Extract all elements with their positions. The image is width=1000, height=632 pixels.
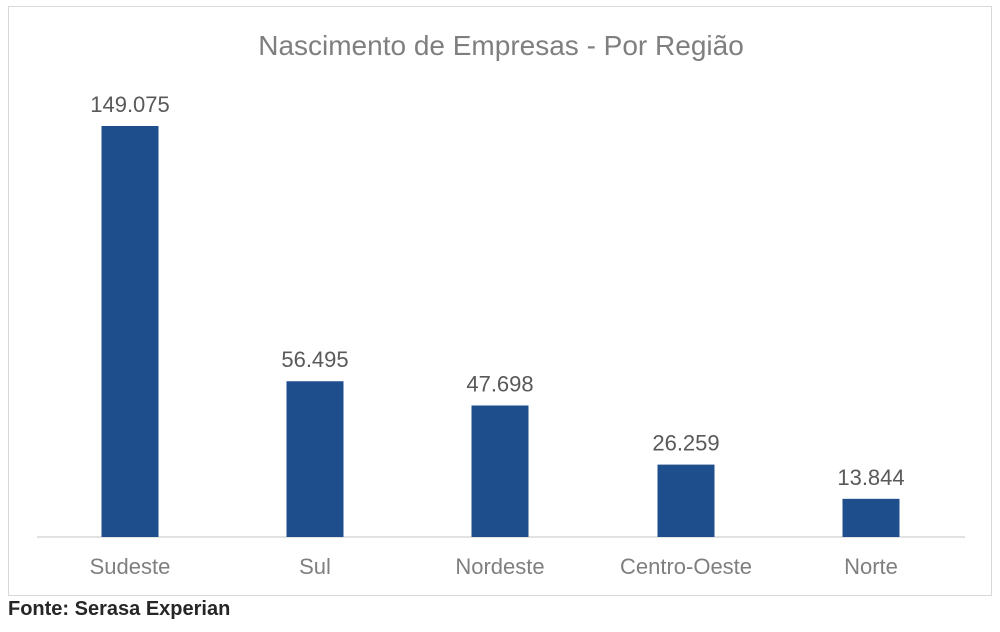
bar-norte bbox=[842, 498, 900, 537]
x-tick-label-sul: Sul bbox=[299, 554, 331, 579]
bar-nordeste bbox=[471, 405, 529, 537]
data-label-sul: 56.495 bbox=[281, 347, 348, 372]
x-tick-label-centro-oeste: Centro-Oeste bbox=[620, 554, 752, 579]
data-label-norte: 13.844 bbox=[837, 465, 904, 490]
chart-title: Nascimento de Empresas - Por Região bbox=[258, 30, 744, 61]
bar-centro-oeste bbox=[657, 464, 715, 537]
data-label-centro-oeste: 26.259 bbox=[652, 431, 719, 456]
bar-sul bbox=[286, 381, 344, 537]
data-label-nordeste: 47.698 bbox=[466, 371, 533, 396]
bars-group: 149.075 Sudeste 56.495 Sul 47.698 Nordeste 26.… bbox=[90, 92, 905, 579]
chart-frame: Nascimento de Empresas - Por Região 149.… bbox=[8, 6, 992, 596]
x-tick-label-nordeste: Nordeste bbox=[455, 554, 544, 579]
data-label-sudeste: 149.075 bbox=[90, 92, 170, 117]
x-tick-label-sudeste: Sudeste bbox=[90, 554, 171, 579]
x-tick-label-norte: Norte bbox=[844, 554, 898, 579]
source-note: Fonte: Serasa Experian bbox=[8, 598, 231, 620]
bar-chart: Nascimento de Empresas - Por Região 149.… bbox=[37, 30, 965, 579]
bar-sudeste bbox=[101, 126, 159, 537]
